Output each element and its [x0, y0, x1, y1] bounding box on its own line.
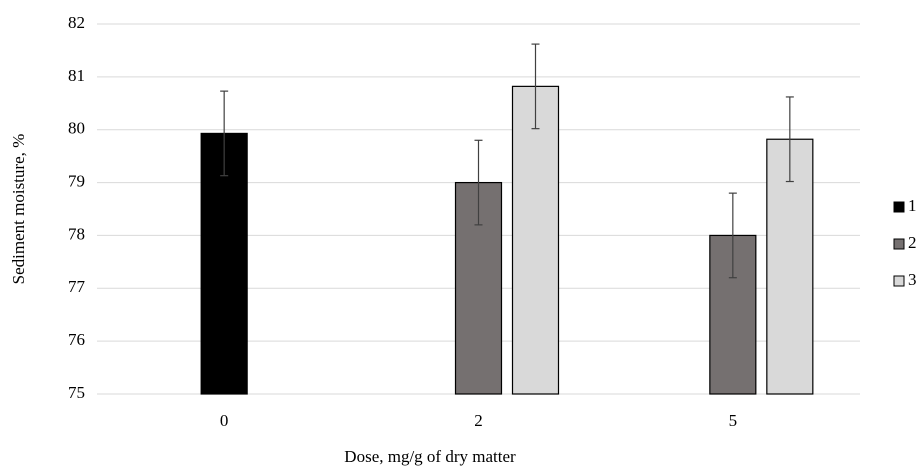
y-tick-label: 79 [68, 171, 85, 190]
legend-swatch [893, 201, 905, 213]
y-tick-label: 80 [68, 119, 85, 138]
bar [200, 132, 248, 395]
x-tick-label: 2 [474, 411, 483, 430]
legend-label: 3 [908, 270, 917, 289]
x-tick-label: 0 [220, 411, 229, 430]
x-axis-title: Dose, mg/g of dry matter [344, 447, 516, 466]
y-tick-label: 81 [68, 66, 85, 85]
legend-label: 2 [908, 233, 917, 252]
y-tick-label: 75 [68, 383, 85, 402]
y-tick-label: 78 [68, 224, 85, 243]
y-axis-title: Sediment moisture, % [9, 134, 28, 285]
legend-label: 1 [908, 196, 917, 215]
legend-swatch [893, 275, 905, 287]
x-tick-label: 5 [729, 411, 738, 430]
legend-swatch [893, 238, 905, 250]
y-tick-label: 76 [68, 330, 85, 349]
y-tick-label: 77 [68, 277, 86, 296]
y-tick-label: 82 [68, 13, 85, 32]
bar [766, 138, 814, 395]
bar [511, 85, 560, 395]
